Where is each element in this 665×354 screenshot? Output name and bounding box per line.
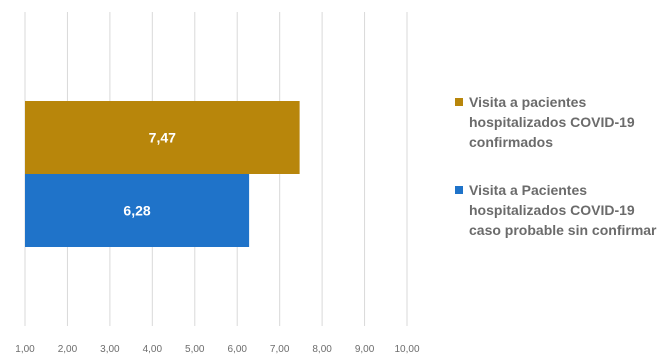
x-tick-label: 10,00 [394, 344, 419, 354]
data-label-probable: 6,28 [123, 203, 150, 219]
legend-item-confirmed: Visita a pacientes hospitalizados COVID-… [455, 92, 665, 152]
bar-chart: 7,47 6,28 1,00 2,00 3,00 4,00 5,00 6,00 7,00 8,0… [15, 12, 420, 354]
x-tick-label: 1,00 [15, 344, 35, 354]
x-tick-label: 3,00 [100, 344, 120, 354]
x-tick-labels: 1,00 2,00 3,00 4,00 5,00 6,00 7,00 8,00 9,00 10,0… [15, 344, 420, 354]
x-tick-label: 5,00 [185, 344, 205, 354]
legend-label-confirmed: Visita a pacientes hospitalizados COVID-… [469, 94, 635, 150]
x-tick-label: 7,00 [270, 344, 290, 354]
legend: Visita a pacientes hospitalizados COVID-… [455, 92, 665, 268]
x-tick-label: 4,00 [143, 344, 163, 354]
legend-swatch-confirmed [455, 98, 463, 106]
bar-probable [25, 174, 250, 247]
x-tick-label: 9,00 [355, 344, 375, 354]
legend-swatch-probable [455, 186, 463, 194]
legend-item-probable: Visita a Pacientes hospitalizados COVID-… [455, 180, 665, 240]
bars: 7,47 6,28 [25, 101, 300, 247]
data-label-confirmed: 7,47 [149, 130, 176, 146]
x-tick-label: 8,00 [312, 344, 332, 354]
bar-confirmed [25, 101, 300, 174]
x-tick-label: 2,00 [58, 344, 78, 354]
x-tick-label: 6,00 [227, 344, 247, 354]
legend-label-probable: Visita a Pacientes hospitalizados COVID-… [469, 182, 657, 238]
